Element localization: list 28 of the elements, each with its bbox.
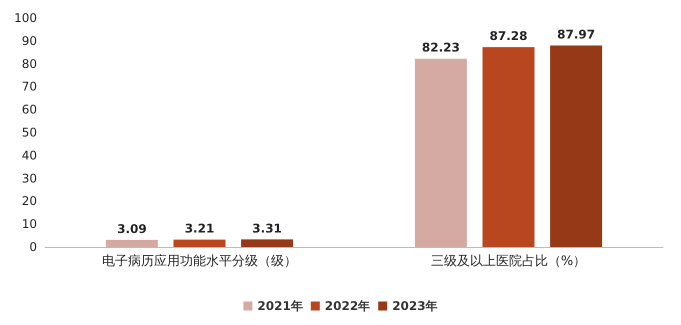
data-label: 3.21	[184, 222, 214, 236]
bar	[174, 240, 226, 247]
y-tick-label: 0	[29, 240, 37, 254]
data-label: 87.97	[557, 28, 596, 42]
y-tick-label: 50	[22, 126, 37, 140]
legend-label: 2022年	[324, 299, 370, 313]
legend-label: 2023年	[392, 299, 438, 313]
data-label: 3.31	[252, 221, 282, 236]
y-tick-label: 80	[22, 56, 37, 71]
bar	[550, 46, 602, 247]
y-tick-label: 20	[22, 194, 37, 208]
data-label: 87.28	[490, 29, 528, 44]
legend-label: 2021年	[257, 299, 303, 313]
bar	[482, 47, 534, 247]
x-tick-label: 三级及以上医院占比（%）	[430, 254, 586, 269]
data-label: 82.23	[422, 40, 460, 55]
bar	[241, 239, 294, 247]
y-tick-label: 30	[22, 171, 37, 186]
y-tick-label: 90	[22, 34, 37, 48]
bar	[106, 240, 158, 247]
y-tick-label: 60	[22, 102, 37, 117]
y-tick-label: 40	[22, 148, 37, 162]
bar	[414, 58, 467, 247]
y-tick-label: 100	[14, 11, 37, 25]
data-label: 3.09	[117, 222, 147, 236]
x-tick-label: 电子病历应用功能水平分级（级）	[102, 253, 297, 269]
y-tick-label: 10	[22, 217, 37, 232]
y-tick-label: 70	[22, 80, 37, 94]
